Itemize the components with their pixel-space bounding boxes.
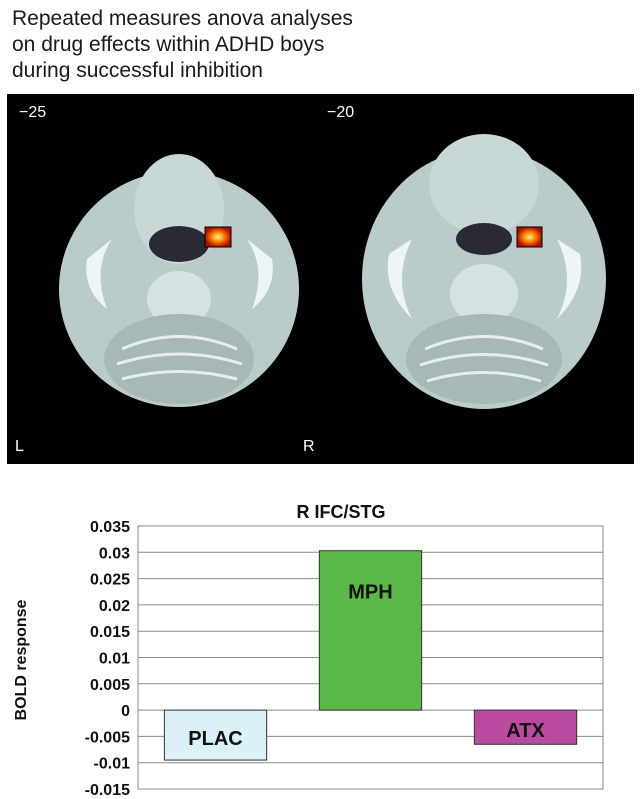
slice-coordinate-label: −20 <box>327 104 355 121</box>
hemisphere-label: L <box>15 438 24 455</box>
y-tick-label: -0.015 <box>85 782 130 799</box>
slice-coordinate-label: −25 <box>19 104 47 121</box>
y-tick-label: 0.035 <box>90 519 130 536</box>
brain-slice-image <box>362 134 606 409</box>
y-tick-label: 0.02 <box>99 598 130 615</box>
bar-label: PLAC <box>188 728 242 750</box>
y-tick-label: 0.01 <box>99 651 130 668</box>
bar-chart: R IFC/STG BOLD response 0.035 0.03 0.025 0.… <box>13 502 604 799</box>
hemisphere-label: R <box>303 438 315 455</box>
caption-line: on drug effects within ADHD boys <box>12 33 325 56</box>
chart-title: R IFC/STG <box>297 502 386 522</box>
y-tick-label: 0.03 <box>99 545 130 562</box>
brain-scan-panel: −25 L −20 <box>7 94 634 464</box>
activation-cluster <box>204 226 232 248</box>
activation-cluster <box>516 226 543 248</box>
caption-line: Repeated measures anova analyses <box>12 7 353 30</box>
y-tick-label: 0 <box>121 703 130 720</box>
y-axis-label: BOLD response <box>13 599 30 720</box>
y-tick-label: -0.01 <box>94 756 131 773</box>
bar-mph <box>318 550 423 711</box>
figure-caption: Repeated measures anova analyses on drug… <box>12 6 612 84</box>
bar-label: MPH <box>348 582 392 604</box>
caption-line: during successful inhibition <box>12 59 263 82</box>
brain-slice-image <box>59 154 299 407</box>
y-tick-label: 0.025 <box>90 572 130 589</box>
bar-atx <box>473 709 578 745</box>
y-tick-label: 0.005 <box>90 677 130 694</box>
y-tick-label: -0.005 <box>85 729 130 746</box>
bar-label: ATX <box>506 720 545 742</box>
bar-plac <box>163 709 268 761</box>
y-tick-label: 0.015 <box>90 624 130 641</box>
